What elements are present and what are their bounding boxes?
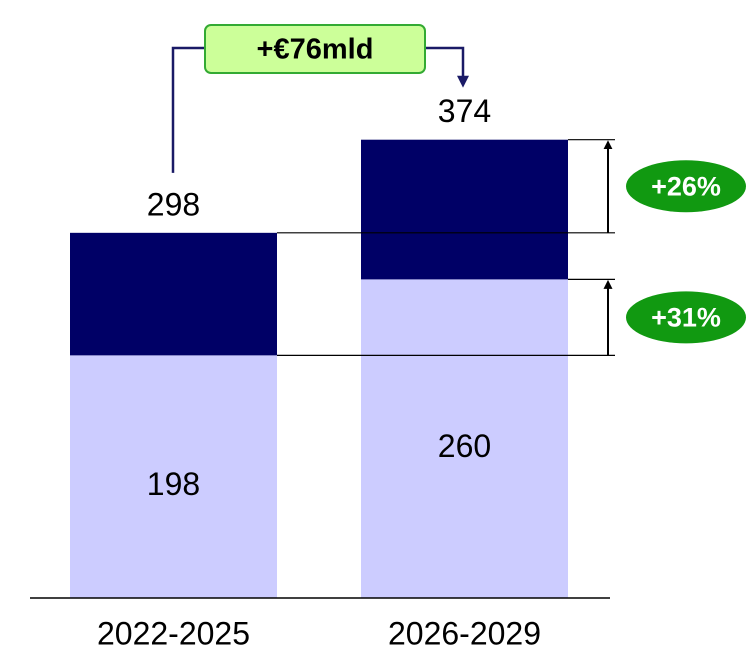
segment-label: 198 [147,466,200,502]
difference-label: +€76mld [257,34,374,66]
x-tick-label: 2026-2029 [388,615,541,650]
total-label: 374 [438,93,491,129]
segment-label: 260 [438,428,491,464]
growth-label: +26% [651,171,721,201]
bar-segment [361,139,568,280]
growth-label: +31% [651,303,721,333]
total-label: 298 [147,186,200,222]
x-tick-label: 2022-2025 [97,615,250,650]
bar-segment [361,279,568,598]
growth-badge [626,291,746,344]
bar-segment [70,232,277,356]
bar-segment [70,355,277,598]
growth-badge [626,160,746,213]
connector [425,46,469,88]
difference-box [204,24,426,74]
connector [171,46,205,173]
